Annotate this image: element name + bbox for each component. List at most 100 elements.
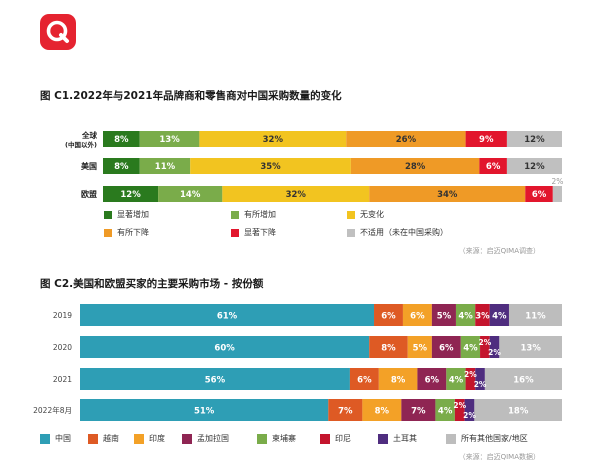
c2-data-label: 2% [479,338,492,347]
c2-legend-item: 柬埔寨 [257,433,296,444]
c1-legend-swatch [347,228,355,237]
c2-legend-swatch [446,433,456,444]
c1-bar-segment [103,158,140,174]
c1-legend-item: 有所下降 [104,227,149,238]
c1-bar-segment [103,131,140,147]
c2-bar-segment [369,336,408,358]
c2-bar-segment [80,399,329,421]
c1-data-label: 14% [180,190,201,200]
c1-data-label: 34% [437,190,458,200]
c1-bar-segment [139,158,191,174]
c2-legend-item: 印度 [134,433,165,444]
c2-data-label: 4% [458,312,473,322]
c2-bar-segment [460,336,481,358]
c2-data-label: 8% [391,376,406,386]
c2-data-label: 4% [449,376,464,386]
c2-bar-segment [508,304,562,326]
c2-bar-segment [80,336,370,358]
c1-data-label: 2% [551,177,563,186]
c1-bar-segment [346,131,466,147]
c1-data-label: 26% [396,135,417,145]
c1-legend-label: 显著增加 [117,210,149,219]
c2-legend-item: 越南 [88,433,119,444]
c2-data-label: 5% [413,344,428,354]
c2-data-label: 2% [463,411,476,420]
c1-bar-segment [158,186,223,202]
c2-data-label: 8% [381,344,396,354]
c2-bar-segment [474,399,562,421]
c2-data-label: 2% [474,380,487,389]
c2-data-label: 6% [425,376,440,386]
c2-legend-label: 土耳其 [393,434,417,443]
c2-bar-segment [446,368,466,390]
c1-bar-segment [103,186,159,202]
c2-legend-label: 印度 [149,434,165,443]
c2-legend-swatch [134,433,144,444]
c1-data-label: 8% [114,162,129,172]
c2-legend-label: 中国 [55,434,71,443]
q-logo-icon [40,14,76,50]
c2-category-label: 2022年8月 [33,405,72,415]
c1-data-label: 9% [479,135,494,145]
c1-legend-item: 显著下降 [231,227,276,238]
c2-legend-item: 中国 [40,433,71,444]
c2-category-label: 2021 [53,375,72,384]
c2-data-label: 51% [194,407,215,417]
c1-legend-swatch [104,228,112,237]
c2-data-label: 4% [492,312,507,322]
c2-data-label: 4% [463,344,478,354]
c2-data-label: 6% [410,312,425,322]
c2-data-label: 2% [453,401,466,410]
c1-bar-segment [552,186,562,202]
c1-legend-label: 有所下降 [117,228,149,237]
c1-legend-label: 不适用（未在中国采购） [360,228,448,237]
c1-data-label: 13% [159,135,180,145]
c2-bar-segment [362,399,402,421]
c2-bar-segment [489,304,509,326]
c2-bar-segment [374,304,403,326]
c2-data-label: 56% [205,376,226,386]
c1-legend-swatch [347,210,355,219]
c2-data-label: 6% [357,376,372,386]
c2-data-label: 7% [338,407,353,417]
c1-bar-segment [350,158,480,174]
c1-category-label: 欧盟 [81,189,97,199]
c2-data-label: 6% [439,344,454,354]
c2-data-label: 6% [381,312,396,322]
c1-bar-segment [506,131,562,147]
c1-data-label: 6% [486,162,501,172]
c2-bar-segment [80,304,375,326]
c2-legend-swatch [257,433,267,444]
c1-bar-segment [369,186,526,202]
c1-data-label: 12% [120,190,141,200]
chart-c1-source: （来源：启迈QIMA调查） [458,247,540,255]
chart-c2-title: 图 C2.美国和欧盟买家的主要采购市场 - 按份额 [40,278,264,290]
c2-bar-segment [475,368,485,390]
c2-bar-segment [401,399,436,421]
c1-bar-segment [506,158,562,174]
c1-legend-item: 显著增加 [104,209,149,220]
c1-bar-segment [479,158,507,174]
c1-legend-item: 无变化 [347,209,384,220]
c2-bar-segment [431,304,456,326]
c2-bar-segment [484,368,562,390]
c2-legend-swatch [88,433,98,444]
c1-legend-item: 有所增加 [231,209,276,220]
c1-data-label: 35% [260,162,281,172]
c2-legend-label: 印尼 [335,434,351,443]
c2-bar-segment [465,368,476,390]
c2-bar-segment [475,304,490,326]
c2-legend-item: 土耳其 [378,433,417,444]
c2-bar-segment [349,368,379,390]
c1-legend-swatch [231,210,239,219]
c1-bar-segment [190,158,351,174]
c1-bar-segment [222,186,370,202]
c2-legend-label: 柬埔寨 [272,434,296,443]
c2-legend-swatch [182,433,192,444]
c2-data-label: 16% [513,376,534,386]
c1-data-label: 12% [524,135,545,145]
c2-legend-swatch [320,433,330,444]
c2-bar-segment [378,368,418,390]
c2-bar-segment [402,304,432,326]
